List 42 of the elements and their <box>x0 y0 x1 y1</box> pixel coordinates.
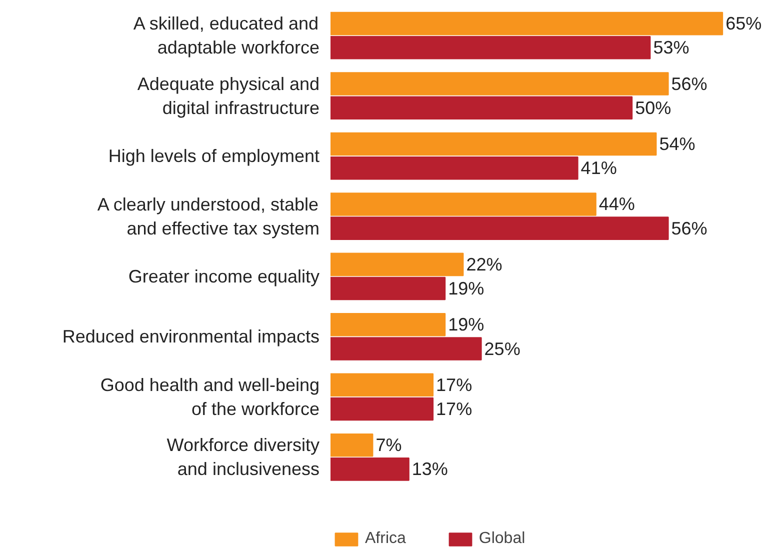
bar <box>330 252 464 276</box>
bar <box>330 36 651 60</box>
data-label: 56% <box>671 74 708 94</box>
bar <box>330 12 724 36</box>
y-tick-label: High levels of employment <box>108 146 320 166</box>
data-label: 44% <box>598 194 635 214</box>
y-tick-label: Greater income equality <box>128 266 320 286</box>
data-label: 25% <box>484 338 520 359</box>
data-label: 41% <box>580 158 617 178</box>
data-label: 56% <box>671 218 708 238</box>
legend-label: Global <box>478 530 526 548</box>
bar <box>330 192 596 216</box>
bar <box>330 276 446 300</box>
data-label: 50% <box>635 98 672 118</box>
bar <box>330 156 578 180</box>
bar <box>330 132 657 156</box>
bar <box>330 433 374 457</box>
bar <box>330 337 482 360</box>
data-label: 17% <box>436 374 472 395</box>
y-tick-label: Adequate physical and digital infrastructure <box>137 74 320 118</box>
data-label: 19% <box>448 314 484 335</box>
y-tick-label: A skilled, educated and adaptable workforce <box>133 14 320 58</box>
data-label: 17% <box>436 398 472 419</box>
y-tick-label: Workforce diversity and inclusiveness <box>166 435 320 480</box>
bar <box>330 96 633 120</box>
bar <box>330 458 410 481</box>
bar <box>330 373 434 397</box>
data-label: 53% <box>653 38 690 58</box>
data-label: 22% <box>466 254 502 274</box>
bar <box>330 397 434 421</box>
y-tick-label: A clearly understood, stable and effective tax system <box>97 194 320 238</box>
data-label: 65% <box>726 14 762 34</box>
bar <box>330 72 669 96</box>
data-label: 7% <box>376 435 402 456</box>
bar <box>330 216 669 240</box>
bar <box>330 313 446 336</box>
legend-label: Africa <box>365 530 406 548</box>
y-tick-label: Reduced environmental impacts <box>62 326 320 347</box>
data-label: 19% <box>448 278 484 299</box>
y-tick-label: Good health and well-being of the workforce <box>100 374 320 419</box>
data-label: 13% <box>412 459 448 480</box>
data-label: 54% <box>659 134 696 154</box>
